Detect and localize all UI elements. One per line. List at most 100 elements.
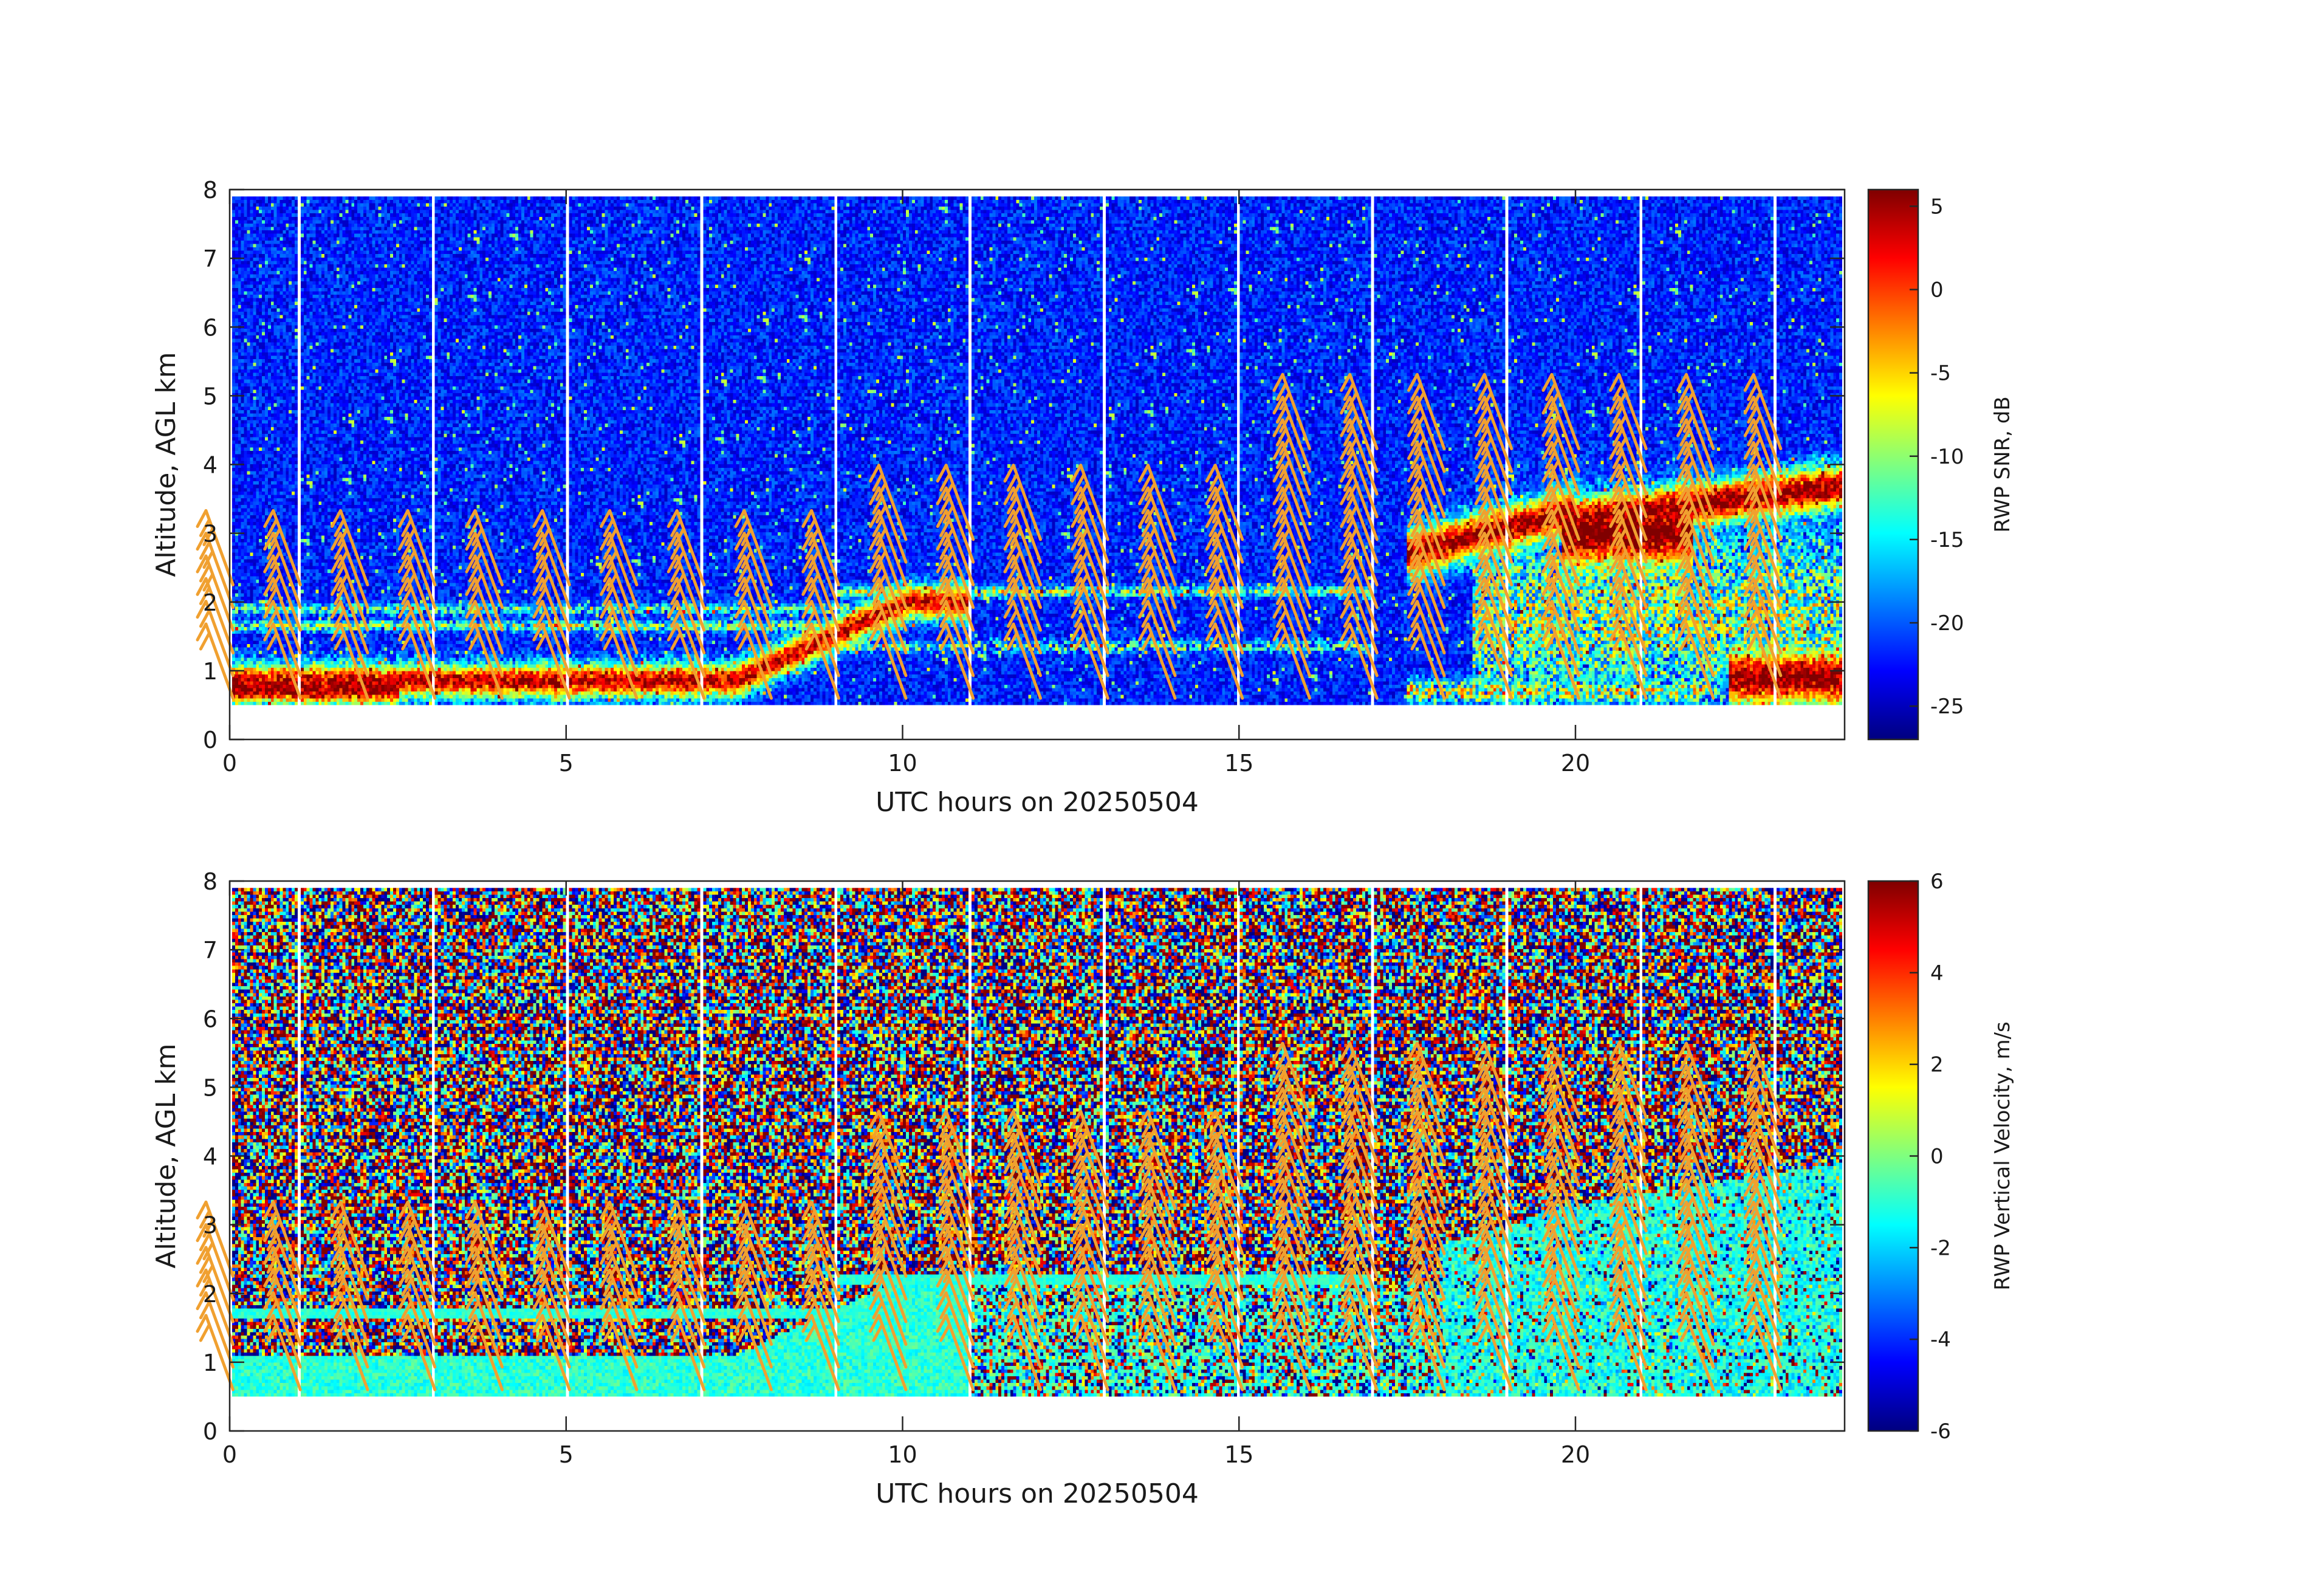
wind-barb-feather [801,1314,814,1333]
wind-barb-feather [1682,1105,1695,1125]
wind-barb-feather [1138,1268,1150,1288]
wind-barb-feather [1407,1314,1419,1333]
wind-barb-shaft [1213,577,1244,654]
wind-barb-feather [401,518,413,537]
snr-colorbar: 50-5-10-15-20-25 [1867,188,1964,741]
wind-barb-feather [1478,1300,1490,1320]
wind-barb-feather [266,1209,278,1229]
wind-barb-feather [1750,527,1762,546]
wind-barb-feather [1074,1277,1086,1297]
wind-barb-feather [1208,1187,1221,1206]
wind-barb-feather [1679,1277,1692,1297]
wind-barb-feather [1548,1128,1560,1147]
wind-barb-feather [535,563,547,583]
wind-barb-shaft [1550,372,1580,450]
wind-barb-feather [1010,1128,1022,1147]
wind-barb-feather [1541,622,1554,642]
wind-barb-feather [468,1300,480,1320]
wind-barb-shaft [1416,1268,1446,1346]
wind-barb-feather [801,554,814,574]
wind-barb-feather [1071,1200,1083,1219]
wind-barb-shaft [877,1110,908,1187]
wind-barb-shaft [1348,1041,1379,1119]
wind-barb-shaft [1685,509,1715,586]
wind-barb-shaft [339,1223,369,1301]
wind-barb-feather [1141,1141,1153,1161]
wind-barb-feather [539,1241,551,1261]
wind-barb-shaft [541,1268,571,1346]
x-tick-label: 20 [1561,1441,1590,1468]
wind-barb-feather [942,1218,955,1238]
wind-barb-feather [1410,1255,1422,1274]
wind-barb-shaft [810,532,840,609]
wind-barb-shaft [1550,1132,1580,1210]
wind-barb-feather [535,1209,547,1229]
wind-barb-feather [1272,1132,1284,1151]
wind-barb-shaft [877,486,908,564]
wind-barb-feather [539,572,551,592]
wind-barb-shaft [944,1155,975,1233]
wind-barb-feather [1612,427,1624,447]
wind-barb-feather [1074,1164,1086,1184]
wind-barb-feather [1071,1223,1083,1243]
wind-barb-feather [532,1291,544,1311]
wind-barb-shaft [1213,554,1244,632]
wind-barb-feather [801,577,814,596]
wind-barb-feather [334,1300,346,1320]
wind-barb-feather [1346,1082,1359,1102]
wind-barb-feather [1205,532,1217,551]
wind-barb-shaft [406,554,437,632]
wind-barb-shaft [1348,1200,1379,1278]
wind-barb-feather [1275,563,1287,583]
wind-barb-feather [1340,396,1352,415]
wind-barb-shaft [473,1200,504,1278]
wind-barb-feather [1544,631,1557,651]
wind-barb-feather [1340,1314,1352,1333]
wind-barb-feather [1141,473,1153,492]
wind-barb-shaft [1752,509,1783,586]
wind-barb-feather [872,1187,884,1206]
wind-barb-feather [199,586,211,605]
wind-barb-feather [869,1178,880,1197]
wind-barb-feather [1481,1196,1493,1215]
wind-barb-feather [1208,609,1221,628]
wind-barb-shaft [272,1223,302,1301]
wind-barb-feather [468,1323,480,1342]
wind-barb-feather [1077,572,1089,592]
wind-barb-feather [1747,427,1759,447]
wind-barb-feather [1407,600,1419,619]
wind-barb-feather [734,600,746,619]
wind-barb-feather [1743,486,1755,506]
wind-barb-feather [939,1209,951,1229]
wind-barb-feather [1346,414,1359,433]
wind-barb-feather [667,1246,679,1265]
wind-barb-shaft [1079,1132,1109,1210]
wind-barb-shaft [1617,418,1648,496]
wind-barb-shaft [1550,1178,1580,1255]
wind-barb-shaft [1348,600,1379,677]
wind-barb-feather [401,1255,413,1274]
wind-barb-feather [1679,586,1692,605]
wind-barb-feather [1676,372,1688,392]
wind-barb-feather [1071,486,1083,506]
wind-barb-feather [397,554,410,574]
wind-barb-feather [1275,1209,1287,1229]
wind-barb-feather [1478,1164,1490,1184]
wind-barb-feather [1205,577,1217,596]
y-tick-label: 8 [203,177,218,204]
wind-barb-feather [1616,1082,1628,1102]
wind-barb-shaft [1281,1246,1311,1323]
wind-barb-feather [1544,1323,1557,1342]
wind-barb-feather [869,509,880,528]
wind-barb-feather [1616,527,1628,546]
wind-barb-feather [1407,1064,1419,1083]
wind-barb-feather [401,631,413,651]
wind-barb-feather [1478,1187,1490,1206]
wind-barb-shaft [1550,1200,1580,1278]
wind-barb-feather [1481,504,1493,524]
wind-barb-shaft [810,600,840,677]
wind-barb-feather [1208,1209,1221,1229]
wind-barb-feather [942,550,955,569]
